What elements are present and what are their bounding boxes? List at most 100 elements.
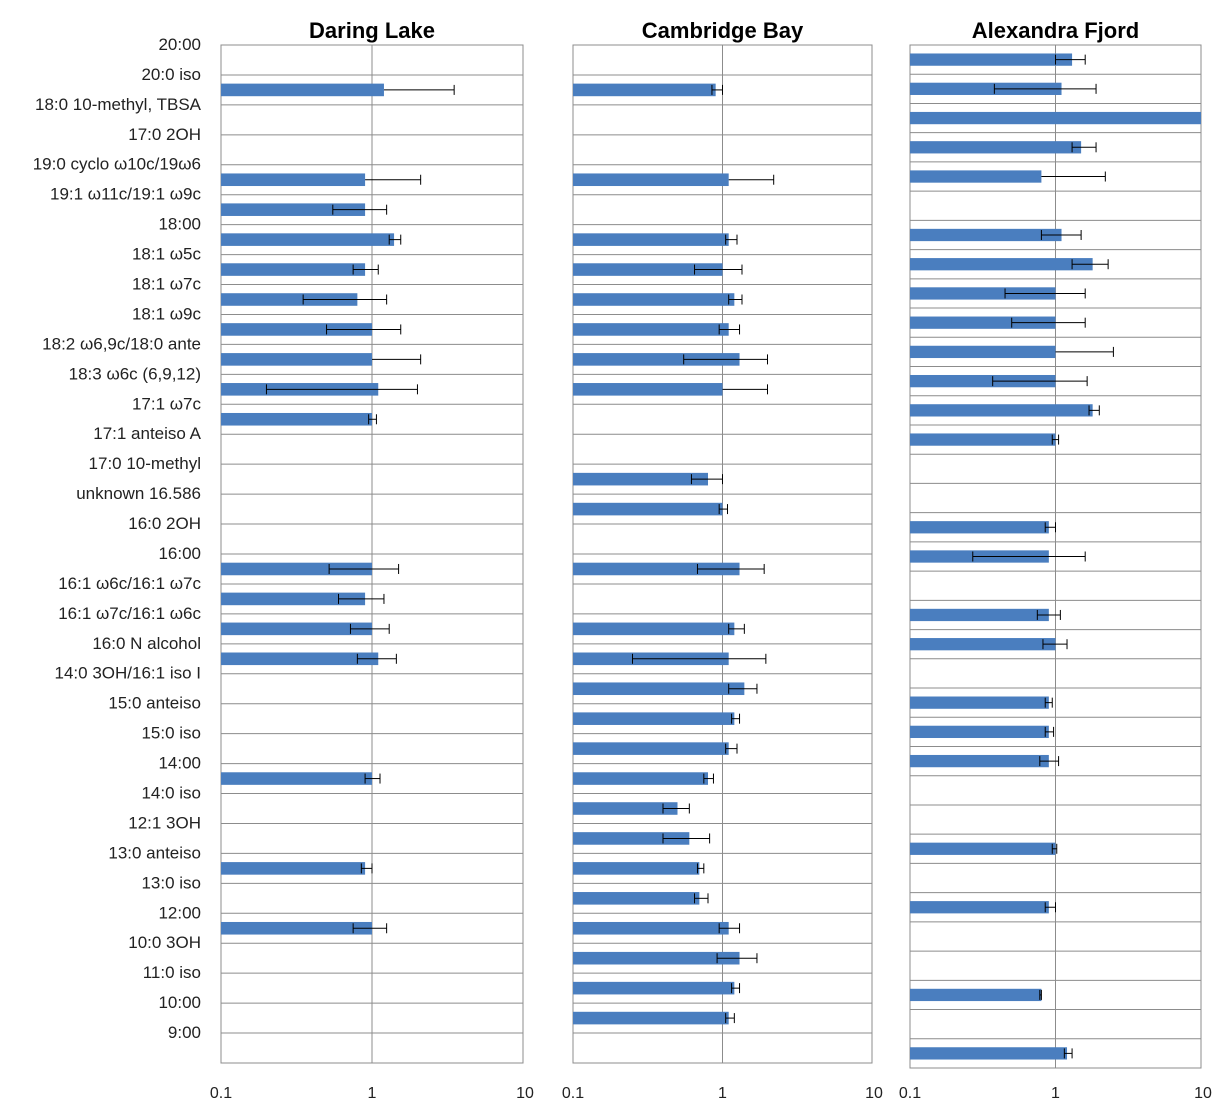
category-label: 14:0 3OH/16:1 iso I: [55, 664, 201, 683]
panel-3-bar: [910, 754, 1049, 768]
category-label: 18:1 ω9c: [132, 304, 202, 323]
panel-2-bar: [573, 353, 740, 366]
panel-3-bar: [910, 842, 1056, 855]
panel-3-title: Alexandra Fjord: [972, 18, 1139, 43]
panel-3-bar: [910, 316, 1056, 329]
panel-3-x-tick-label: 0.1: [899, 1085, 921, 1102]
panel-2-bar: [573, 862, 700, 875]
panel-2-bar: [573, 293, 735, 306]
category-label: 16:0 2OH: [128, 514, 201, 533]
category-label: 12:00: [158, 903, 201, 922]
panel-2-bar: [573, 323, 729, 336]
category-label: 15:0 iso: [141, 724, 201, 743]
panel-3-bar: [910, 696, 1049, 709]
panel-1-bar: [221, 293, 358, 306]
category-label: 15:0 anteiso: [108, 694, 201, 713]
panel-3-bar: [910, 53, 1073, 66]
panel-2-x-tick-label: 0.1: [562, 1085, 584, 1102]
panel-3-bar: [910, 345, 1056, 359]
panel-2-x-tick-label: 1: [718, 1085, 727, 1102]
category-label: 19:1 ω11c/19:1 ω9c: [50, 185, 201, 204]
category-label: 18:2 ω6,9c/18:0 ante: [42, 334, 201, 353]
panel-2-bar: [573, 233, 729, 246]
panel-3-bar: [910, 374, 1056, 388]
panel-2-bar: [573, 1011, 729, 1025]
panel-3-bar: [910, 521, 1049, 534]
category-label: 16:1 ω6c/16:1 ω7c: [58, 574, 201, 593]
panel-1-x-tick-label: 0.1: [210, 1085, 232, 1102]
panel-2-bar: [573, 263, 723, 276]
category-label: unknown 16.586: [76, 484, 201, 503]
panel-1-bar: [221, 412, 372, 426]
panel-3-bar: [910, 433, 1056, 446]
panel-1-x-tick-label: 1: [368, 1085, 377, 1102]
category-label: 13:0 iso: [141, 873, 201, 892]
panel-3-bar: [910, 901, 1049, 914]
panel-3-bar: [910, 111, 1201, 125]
panel-2-bar: [573, 472, 709, 486]
category-label: 18:1 ω5c: [132, 245, 202, 264]
panel-1-title: Daring Lake: [309, 18, 435, 43]
panel-2-bar: [573, 712, 735, 725]
panel-2-bar: [573, 772, 709, 785]
category-label: 16:0 N alcohol: [92, 634, 201, 653]
panel-1-bar: [221, 173, 366, 187]
panel-2-bar: [573, 83, 716, 97]
panel-2-bar: [573, 502, 723, 516]
category-label: 17:0 10-methyl: [89, 454, 201, 473]
panel-3-bar: [910, 82, 1062, 95]
panel-2-bar: [573, 832, 690, 845]
panel-2-bar: [573, 742, 729, 755]
panel-2-bar: [573, 682, 745, 696]
category-label: 18:00: [158, 215, 201, 234]
category-label: 16:00: [158, 544, 201, 563]
panel-3-bar: [910, 170, 1042, 183]
panel-1-bar: [221, 772, 372, 785]
panel-2-bar: [573, 173, 729, 187]
panel-2-bar: [573, 892, 700, 905]
panel-3-bar: [910, 725, 1049, 739]
category-label: 16:1 ω7c/16:1 ω6c: [58, 604, 201, 623]
panel-3-x-tick-label: 10: [1194, 1085, 1212, 1102]
panel-1-bar: [221, 562, 372, 576]
category-label: 10:00: [158, 993, 201, 1012]
category-label: 14:00: [158, 754, 201, 773]
panel-1-bar: [221, 83, 384, 97]
panel-2-title: Cambridge Bay: [642, 18, 804, 43]
category-label: 14:0 iso: [141, 784, 201, 803]
panel-1-bar: [221, 233, 395, 246]
category-label: 20:0 iso: [141, 65, 201, 84]
panel-3-bar: [910, 258, 1093, 271]
category-label: 9:00: [168, 1023, 201, 1042]
panel-1-bar: [221, 921, 372, 935]
category-label: 20:00: [158, 35, 201, 54]
panel-3-bar: [910, 228, 1062, 242]
panel-2-bar: [573, 802, 678, 815]
panel-2-bar: [573, 622, 735, 636]
category-label: 18:1 ω7c: [132, 275, 202, 294]
panel-1-bar: [221, 862, 366, 875]
panel-2-bar: [573, 921, 729, 935]
panel-3-bar: [910, 1047, 1068, 1060]
panel-2-x-tick-label: 10: [865, 1085, 883, 1102]
panel-2-bar: [573, 981, 735, 995]
category-label: 11:0 iso: [143, 963, 201, 982]
category-label: 17:1 ω7c: [132, 394, 202, 413]
panel-3-bar: [910, 287, 1056, 300]
panel-2-bar: [573, 383, 723, 396]
panel-1-bar: [221, 353, 372, 366]
panel-3-bar: [910, 608, 1049, 622]
panel-1-bar: [221, 263, 366, 276]
panel-1-bar: [221, 652, 379, 666]
category-label: 18:3 ω6c (6,9,12): [69, 364, 201, 383]
category-label: 12:1 3OH: [128, 813, 201, 832]
panel-1-bar: [221, 323, 372, 336]
category-label: 10:0 3OH: [128, 933, 201, 952]
panel-3-bar: [910, 141, 1082, 154]
panel-1-bar: [221, 622, 372, 636]
panel-3-x-tick-label: 1: [1051, 1085, 1060, 1102]
panel-3-bar: [910, 404, 1093, 417]
panel-1-bar: [221, 203, 366, 216]
